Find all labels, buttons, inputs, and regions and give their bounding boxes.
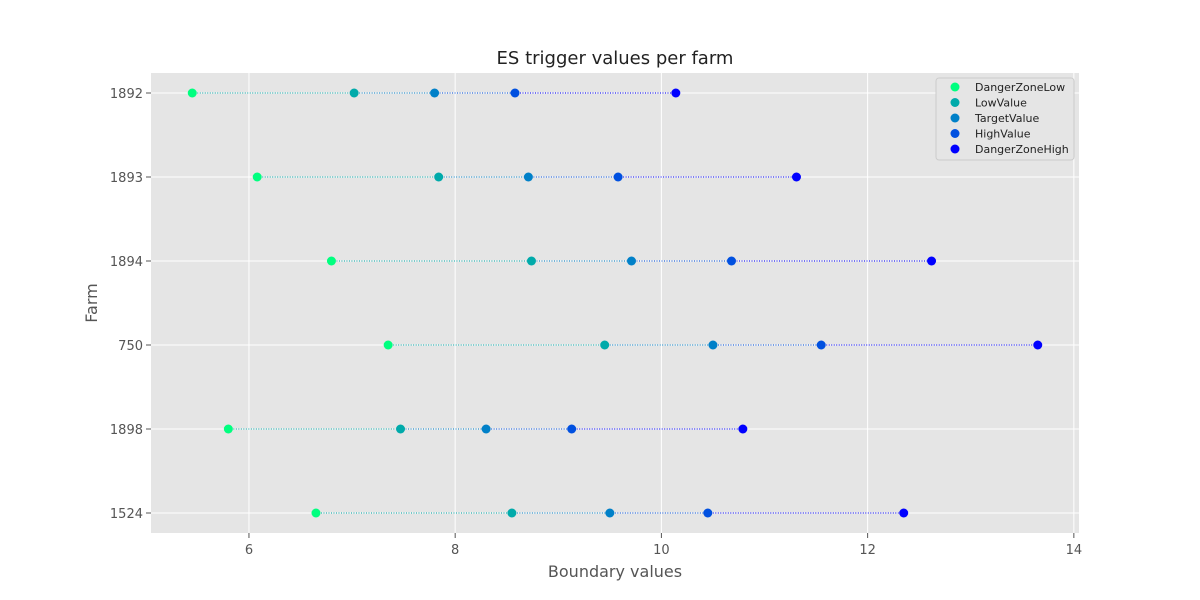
- y-ticks: 1892 1893 1894 750 1898 1524: [110, 87, 151, 522]
- data-point-dangerzonelow: [187, 88, 197, 98]
- legend-label: HighValue: [975, 128, 1031, 141]
- data-point-highvalue: [510, 88, 520, 98]
- data-point-highvalue: [613, 172, 623, 182]
- y-tick-label: 1524: [110, 507, 143, 522]
- data-point-dangerzonehigh: [1033, 340, 1043, 350]
- data-point-dangerzonelow: [326, 256, 336, 266]
- y-tick-label: 1898: [110, 423, 143, 438]
- data-point-dangerzonehigh: [671, 88, 681, 98]
- legend: DangerZoneLow LowValue TargetValue HighValu…: [935, 77, 1075, 161]
- data-point-targetvalue: [523, 172, 533, 182]
- legend-label: DangerZoneLow: [975, 81, 1065, 94]
- data-point-dangerzonehigh: [791, 172, 801, 182]
- legend-marker: [950, 82, 960, 92]
- data-point-dangerzonehigh: [899, 508, 909, 518]
- data-point-targetvalue: [605, 508, 615, 518]
- data-point-lowvalue: [349, 88, 359, 98]
- y-tick-label: 750: [118, 339, 143, 354]
- data-point-dangerzonelow: [223, 424, 233, 434]
- data-point-targetvalue: [708, 340, 718, 350]
- data-point-lowvalue: [526, 256, 536, 266]
- data-point-dangerzonelow: [383, 340, 393, 350]
- data-point-lowvalue: [600, 340, 610, 350]
- plot-background: [151, 73, 1079, 533]
- data-point-highvalue: [727, 256, 737, 266]
- x-tick-label: 14: [1066, 543, 1083, 558]
- legend-label: TargetValue: [974, 112, 1039, 125]
- data-point-highvalue: [816, 340, 826, 350]
- legend-box: [935, 77, 1075, 161]
- y-axis-label: Farm: [82, 283, 101, 322]
- data-points: [187, 88, 1043, 518]
- legend-marker: [950, 144, 960, 154]
- x-tick-label: 8: [451, 543, 459, 558]
- y-tick-label: 1894: [110, 255, 143, 270]
- data-point-targetvalue: [430, 88, 440, 98]
- data-point-targetvalue: [481, 424, 491, 434]
- data-point-highvalue: [703, 508, 713, 518]
- x-ticks: 6 8 10 12 14: [245, 533, 1082, 558]
- range-lines: [192, 92, 1038, 514]
- x-tick-label: 12: [859, 543, 876, 558]
- y-tick-label: 1893: [110, 171, 143, 186]
- x-tick-label: 10: [653, 543, 670, 558]
- x-axis-label: Boundary values: [548, 562, 682, 581]
- data-point-dangerzonelow: [311, 508, 321, 518]
- data-point-dangerzonehigh: [927, 256, 937, 266]
- data-point-highvalue: [567, 424, 577, 434]
- legend-marker: [950, 98, 960, 107]
- legend-marker: [950, 129, 960, 138]
- data-point-lowvalue: [507, 508, 517, 518]
- chart-title: ES trigger values per farm: [497, 48, 734, 69]
- data-point-lowvalue: [434, 172, 444, 182]
- data-point-targetvalue: [626, 256, 636, 266]
- x-tick-label: 6: [245, 543, 253, 558]
- legend-label: LowValue: [975, 97, 1027, 110]
- legend-label: DangerZoneHigh: [975, 143, 1069, 156]
- data-point-lowvalue: [396, 424, 406, 434]
- y-tick-label: 1892: [110, 87, 143, 102]
- legend-marker: [950, 113, 960, 123]
- data-point-dangerzonelow: [252, 172, 262, 182]
- data-point-dangerzonehigh: [738, 424, 748, 434]
